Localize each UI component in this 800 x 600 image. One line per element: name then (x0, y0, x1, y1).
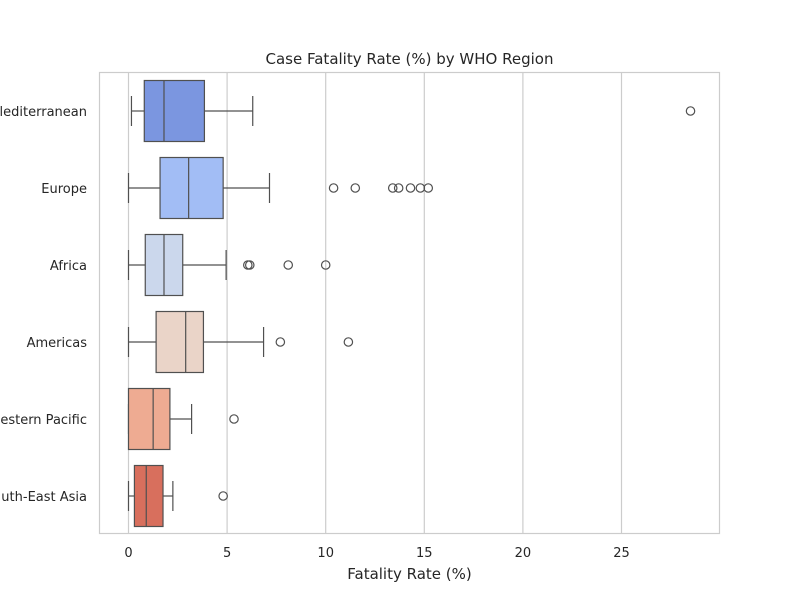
box-layer (127, 79, 696, 528)
outlier-point (415, 183, 426, 193)
outlier-point (275, 337, 286, 347)
y-tick-label: Europe (41, 182, 87, 197)
y-tick-label: estern Pacific (0, 413, 87, 428)
outlier-point (244, 260, 255, 270)
x-tick-label: 25 (613, 546, 630, 561)
y-tick-label: lediterranean (0, 105, 87, 120)
iqr-box (159, 156, 224, 220)
outlier-point (350, 183, 361, 193)
y-tick-label: Africa (50, 259, 87, 274)
outlier-point (218, 491, 228, 501)
box-group (127, 310, 354, 374)
outlier-point (243, 260, 253, 270)
plot-frame (98, 71, 721, 535)
outlier-point (343, 337, 354, 347)
outlier-point (423, 183, 434, 193)
iqr-box (133, 464, 164, 528)
outlier-point (393, 183, 404, 193)
outlier-point (387, 183, 398, 193)
chart-title: Case Fatality Rate (%) by WHO Region (266, 50, 554, 68)
box-group (130, 79, 696, 143)
outlier-point (328, 183, 339, 193)
y-tick-label: Americas (27, 336, 88, 351)
iqr-box (143, 79, 206, 143)
x-tick-label: 15 (416, 546, 433, 561)
iqr-box (155, 310, 205, 374)
x-tick-label: 0 (124, 546, 132, 561)
grid-layer (127, 72, 623, 534)
x-axis-label: Fatality Rate (%) (347, 565, 472, 583)
x-tick-label: 5 (223, 546, 231, 561)
outlier-point (229, 414, 239, 424)
x-tick-label: 20 (515, 546, 532, 561)
box-group (127, 156, 434, 220)
outlier-point (685, 106, 696, 116)
outlier-point (283, 260, 294, 270)
iqr-box (127, 387, 171, 451)
y-tick-labels: lediterranean Europe Africa Americas estern … (0, 105, 87, 505)
x-tick-label: 10 (317, 546, 334, 561)
outlier-point (405, 183, 416, 193)
outlier-point (320, 260, 331, 270)
box-group (127, 387, 239, 451)
box-group (127, 233, 331, 297)
y-tick-label: uth-East Asia (1, 490, 87, 505)
x-tick-labels: 0 5 10 15 20 25 (124, 546, 629, 561)
box-group (127, 464, 228, 528)
